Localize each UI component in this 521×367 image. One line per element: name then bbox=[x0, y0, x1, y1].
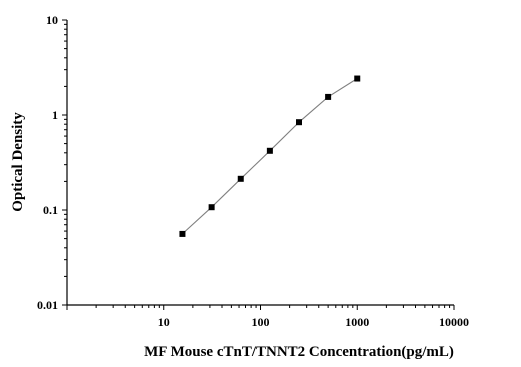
series-layer bbox=[179, 75, 361, 237]
axes bbox=[66, 20, 454, 306]
data-point bbox=[354, 75, 361, 82]
x-tick-label: 10000 bbox=[439, 315, 469, 329]
y-tick-label: 1 bbox=[52, 108, 58, 122]
data-point bbox=[325, 93, 332, 100]
y-tick-label: 10 bbox=[46, 13, 58, 27]
y-tick-label: 0.01 bbox=[37, 298, 58, 312]
tick-labels: 10 100 1000 10000 0.01 0.1 1 10 bbox=[37, 13, 469, 329]
tick-marks bbox=[62, 19, 455, 310]
fit-curve bbox=[182, 78, 358, 235]
x-axis-title: MF Mouse cTnT/TNNT2 Concentration(pg/mL) bbox=[144, 344, 454, 360]
data-point bbox=[208, 204, 215, 211]
x-tick-label: 10 bbox=[158, 315, 170, 329]
y-axis-title: Optical Density bbox=[10, 112, 26, 212]
y-tick-label: 0.1 bbox=[43, 203, 58, 217]
x-tick-label: 100 bbox=[252, 315, 270, 329]
data-point bbox=[266, 147, 273, 154]
x-tick-label: 1000 bbox=[345, 315, 369, 329]
data-point bbox=[237, 175, 244, 182]
data-point bbox=[296, 119, 303, 126]
data-point bbox=[179, 230, 186, 237]
